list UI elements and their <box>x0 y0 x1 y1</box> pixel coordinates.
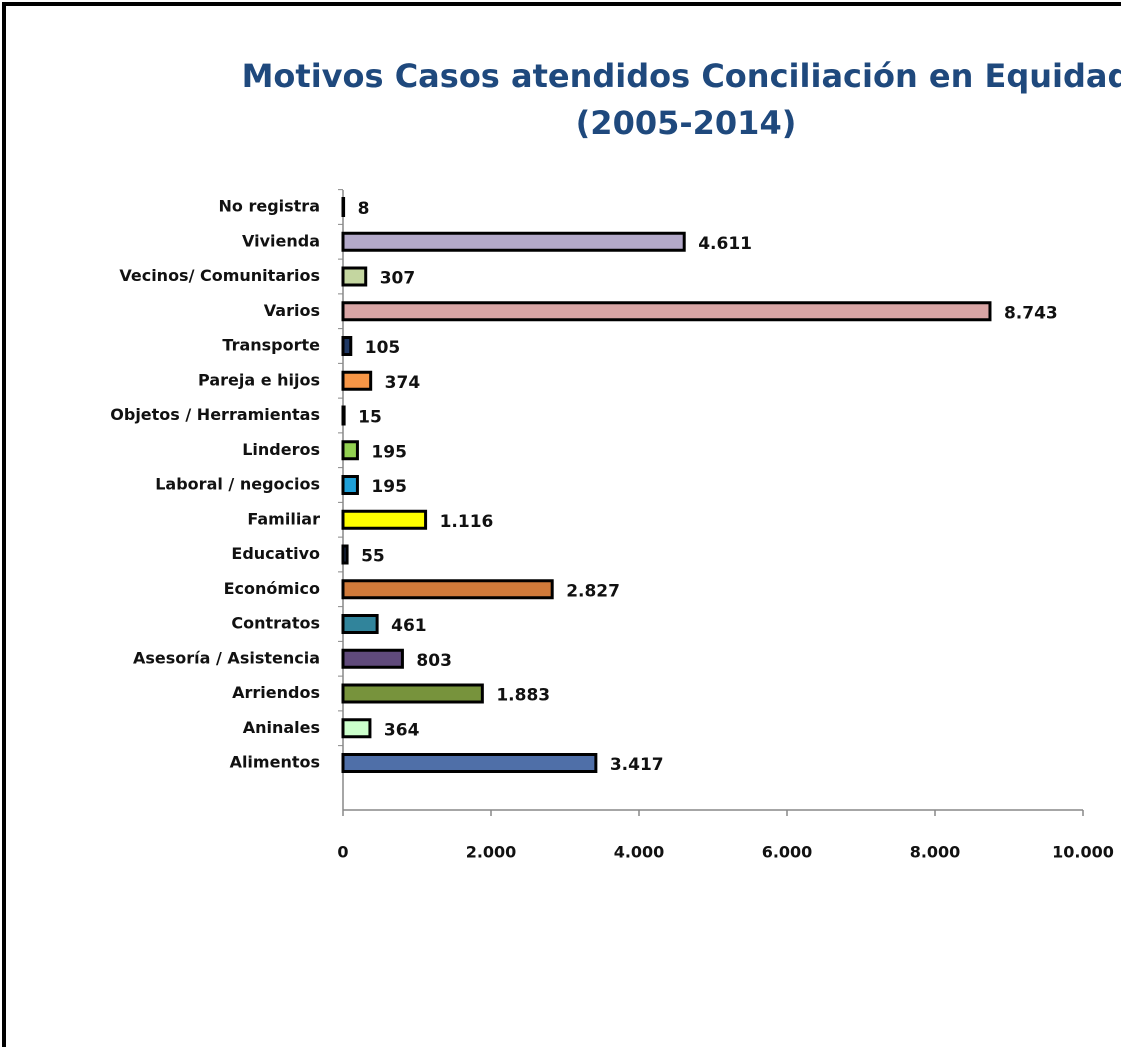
value-label: 105 <box>365 338 401 358</box>
value-label: 1.883 <box>496 686 550 706</box>
bar <box>341 336 353 356</box>
x-tick-label: 4.000 <box>614 843 665 862</box>
chart-title: Motivos Casos atendidos Conciliación en … <box>242 57 1121 95</box>
value-label: 8.743 <box>1004 303 1058 323</box>
y-tick-label: Arriendos <box>232 683 320 702</box>
bar <box>341 231 686 252</box>
bar <box>341 197 346 217</box>
value-label: 307 <box>380 269 416 289</box>
y-tick-label: Contratos <box>231 614 320 633</box>
value-label: 2.827 <box>566 581 620 601</box>
x-tick-label: 2.000 <box>466 843 517 862</box>
value-label: 1.116 <box>440 512 494 532</box>
value-label: 15 <box>358 408 382 428</box>
y-tick-label: Linderos <box>242 440 320 459</box>
bar <box>341 718 372 739</box>
bar <box>341 579 554 600</box>
y-tick-label: No registra <box>219 197 321 216</box>
y-tick-label: Alimentos <box>230 753 320 772</box>
value-label: 8 <box>358 199 370 219</box>
bar <box>341 648 404 669</box>
value-label: 803 <box>416 651 452 671</box>
value-label: 4.611 <box>698 234 752 254</box>
bar <box>341 440 359 461</box>
bar <box>341 266 368 287</box>
y-tick-label: Laboral / negocios <box>155 475 320 494</box>
value-label: 461 <box>391 616 427 636</box>
value-label: 195 <box>371 477 407 497</box>
y-tick-label: Vivienda <box>242 231 320 250</box>
y-tick-label: Vecinos/ Comunitarios <box>119 266 320 285</box>
value-label: 195 <box>371 442 407 462</box>
y-tick-label: Transporte <box>222 336 320 355</box>
chart-title: (2005-2014) <box>576 104 797 142</box>
x-tick-label: 10.000 <box>1052 843 1114 862</box>
y-tick-label: Asesoría / Asistencia <box>133 648 320 667</box>
bar <box>341 405 346 426</box>
bar <box>341 301 992 322</box>
bar <box>341 475 359 495</box>
y-tick-label: Aninales <box>243 718 320 737</box>
value-label: 374 <box>385 373 421 393</box>
value-label: 55 <box>361 547 385 567</box>
x-tick-label: 0 <box>337 843 348 862</box>
x-tick-label: 6.000 <box>762 843 813 862</box>
y-tick-label: Varios <box>264 301 320 320</box>
x-tick-label: 8.000 <box>910 843 961 862</box>
y-tick-label: Educativo <box>231 544 320 563</box>
bar <box>341 370 373 391</box>
bar <box>341 614 379 634</box>
value-label: 3.417 <box>610 755 664 775</box>
y-tick-label: Objetos / Herramientas <box>110 405 320 424</box>
bar <box>341 509 428 530</box>
y-tick-label: Familiar <box>247 509 320 528</box>
bar <box>341 683 484 704</box>
bar <box>341 753 598 773</box>
bar <box>341 544 349 565</box>
value-label: 364 <box>384 720 420 740</box>
y-tick-label: Económico <box>224 579 320 598</box>
y-tick-label: Pareja e hijos <box>198 370 320 389</box>
